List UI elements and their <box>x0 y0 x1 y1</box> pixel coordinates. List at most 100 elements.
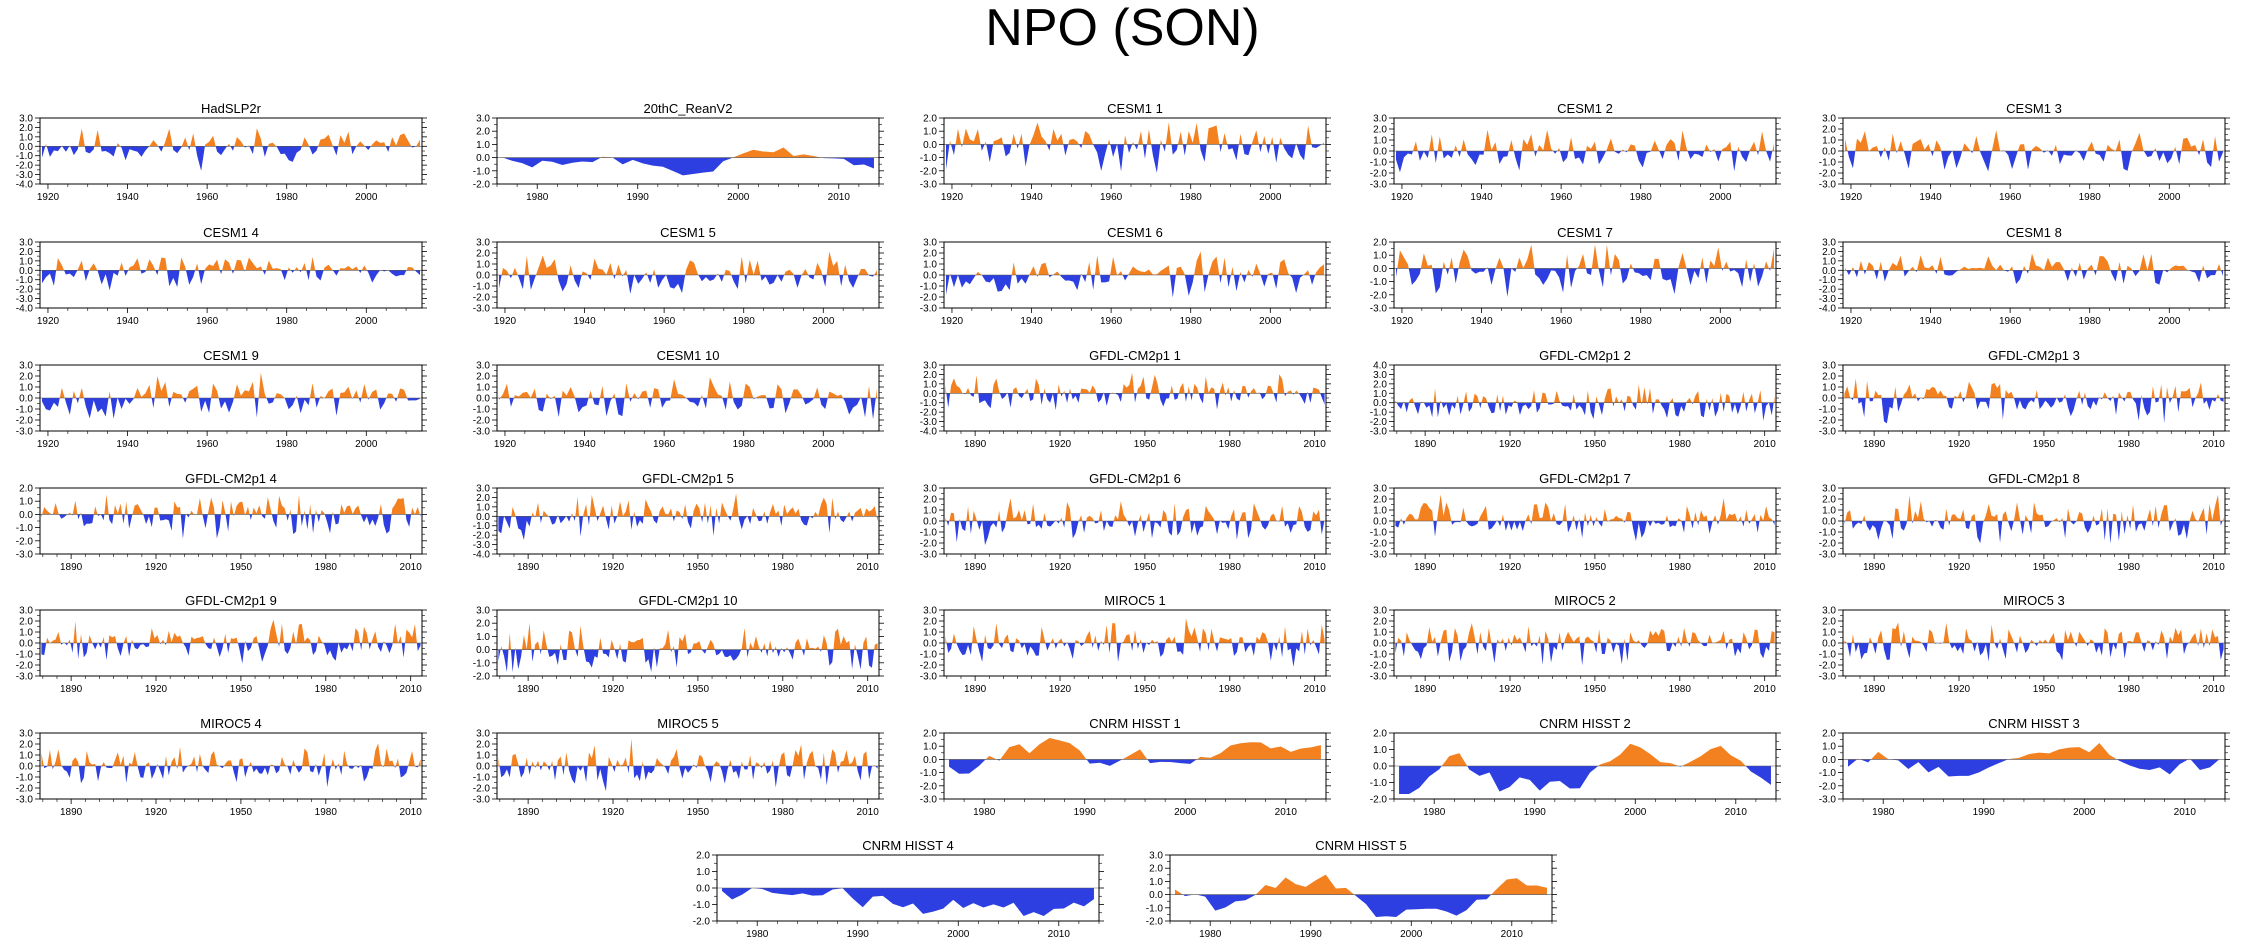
plot-frame <box>39 487 423 555</box>
panel-plot: -3.0 -2.0 -1.0 0.0 1.0 2.0 1980 1990 2000 2010 CNR… <box>920 716 1331 818</box>
x-tick-label: 2010 <box>1725 807 1748 818</box>
y-tick-label: -3.0 <box>16 550 34 561</box>
panel-plot: -3.0-2.0-1.00.01.02.03.0 1890 1920 1950 1980… <box>1819 348 2230 450</box>
y-tick-label: -1.0 <box>1819 405 1837 416</box>
x-tick-label: 1890 <box>517 562 540 573</box>
negative-area <box>41 398 421 419</box>
y-tick-label: 4.0 <box>1373 361 1387 372</box>
y-tick-label: -4.0 <box>920 427 938 438</box>
x-tick-label: 2010 <box>857 684 880 695</box>
y-tick-label: 2.0 <box>476 493 490 504</box>
panel-title: CESM1 7 <box>1557 225 1613 240</box>
y-tick-label: -3.0 <box>920 417 938 428</box>
x-tick-label: 1980 <box>1669 684 1692 695</box>
x-tick-label: 1950 <box>230 562 253 573</box>
negative-area <box>41 146 421 171</box>
y-tick-label: 2.0 <box>19 617 33 628</box>
y-tick-label: 1.0 <box>696 867 710 878</box>
panel-title: CESM1 4 <box>203 225 259 240</box>
y-tick-label: -1.0 <box>473 521 491 532</box>
y-tick-label: 0.0 <box>1822 517 1836 528</box>
x-tick-label: 1960 <box>1550 192 1573 203</box>
y-tick-label: 2.0 <box>476 127 490 138</box>
x-tick-label: 1890 <box>60 807 83 818</box>
y-tick-label: -2.0 <box>920 293 938 304</box>
negative-area <box>945 144 1325 173</box>
y-tick-label: -2.0 <box>473 531 491 542</box>
negative-area <box>41 766 421 787</box>
y-tick-label: 2.0 <box>476 249 490 260</box>
y-tick-label: 2.0 <box>1149 864 1163 875</box>
x-tick-label: 2010 <box>2203 439 2226 450</box>
positive-area <box>949 122 1325 145</box>
y-tick-label: -3.0 <box>1370 304 1388 315</box>
y-tick-label: -2.0 <box>1370 417 1388 428</box>
y-tick-label: 2.0 <box>696 851 710 862</box>
x-tick-label: 2000 <box>812 439 835 450</box>
panel-title: CESM1 3 <box>2006 101 2062 116</box>
y-tick-label: -1.0 <box>16 151 34 162</box>
y-tick-label: 2.0 <box>19 740 33 751</box>
panel-plot: -2.0 -1.0 0.0 1.0 2.0 1980 1990 2000 2010 CNRM HI… <box>1370 716 1781 818</box>
x-tick-label: 1960 <box>1100 192 1123 203</box>
x-tick-label: 1950 <box>1584 562 1607 573</box>
panel-title: GFDL-CM2p1 5 <box>642 471 734 486</box>
y-tick-label: -3.0 <box>473 427 491 438</box>
x-tick-label: 1980 <box>1219 684 1242 695</box>
y-tick-label: -3.0 <box>1819 795 1837 806</box>
positive-area <box>498 251 878 275</box>
x-tick-label: 1920 <box>37 316 60 327</box>
x-tick-label: 1950 <box>2033 562 2056 573</box>
y-tick-label: 3.0 <box>1373 606 1387 617</box>
y-tick-label: -2.0 <box>1370 290 1388 301</box>
x-tick-label: 1920 <box>494 439 517 450</box>
negative-area <box>1175 894 1547 918</box>
y-tick-label: -4.0 <box>16 304 34 315</box>
x-tick-label: 1940 <box>573 316 596 327</box>
panel-plot: -3.0-2.0-1.00.01.02.03.0 1920 1940 1960 1980… <box>1819 101 2230 203</box>
x-tick-label: 2010 <box>400 562 423 573</box>
positive-area <box>1399 743 1771 766</box>
panel-title: MIROC5 4 <box>200 716 261 731</box>
y-tick-label: -2.0 <box>16 784 34 795</box>
y-tick-label: 1.0 <box>1822 256 1836 267</box>
y-tick-label: -3.0 <box>16 294 34 305</box>
y-tick-label: -2.0 <box>473 293 491 304</box>
y-tick-label: 1.0 <box>19 628 33 639</box>
y-tick-label: 1.0 <box>476 383 490 394</box>
y-tick-label: -3.0 <box>1370 550 1388 561</box>
x-tick-label: 1920 <box>1391 316 1414 327</box>
y-tick-label: -2.0 <box>1370 795 1388 806</box>
y-tick-label: 1.0 <box>923 628 937 639</box>
positive-area <box>498 738 878 766</box>
panel-plot: -3.0 -2.0 -1.0 0.0 1.0 2.0 1920 1940 1960 1980 200… <box>920 101 1331 203</box>
x-tick-label: 2000 <box>1709 192 1732 203</box>
x-tick-label: 1980 <box>315 807 338 818</box>
panel-plot: -3.0 -2.0 -1.0 0.0 1.0 2.0 1920 1940 1960 1980 200… <box>1370 225 1781 327</box>
y-tick-label: -1.0 <box>920 768 938 779</box>
panel-title: MIROC5 1 <box>1104 593 1165 608</box>
negative-area <box>41 270 421 291</box>
y-tick-label: 2.0 <box>1373 495 1387 506</box>
x-tick-label: 1940 <box>116 316 139 327</box>
x-tick-label: 1950 <box>687 562 710 573</box>
x-tick-label: 1920 <box>145 562 168 573</box>
panel-title: GFDL-CM2p1 8 <box>1988 471 2080 486</box>
x-tick-label: 1940 <box>1470 316 1493 327</box>
x-tick-label: 2000 <box>2158 192 2181 203</box>
y-tick-label: 2.0 <box>19 247 33 258</box>
y-tick-label: -2.0 <box>693 917 711 928</box>
x-tick-label: 1960 <box>653 439 676 450</box>
y-tick-label: 2.0 <box>19 372 33 383</box>
y-tick-label: -3.0 <box>1819 427 1837 438</box>
x-tick-label: 1920 <box>602 807 625 818</box>
y-tick-label: -2.0 <box>16 161 34 172</box>
x-tick-label: 1940 <box>1470 192 1493 203</box>
x-tick-label: 2000 <box>355 316 378 327</box>
y-tick-label: -2.0 <box>473 416 491 427</box>
y-tick-label: -1.0 <box>1370 408 1388 419</box>
y-tick-label: 3.0 <box>476 729 490 740</box>
panel-plot: -3.0-2.0-1.00.01.02.03.0 1890 1920 1950 1980… <box>1819 593 2230 695</box>
panel-title: CESM1 8 <box>2006 225 2062 240</box>
y-tick-label: 0.0 <box>1373 264 1387 275</box>
